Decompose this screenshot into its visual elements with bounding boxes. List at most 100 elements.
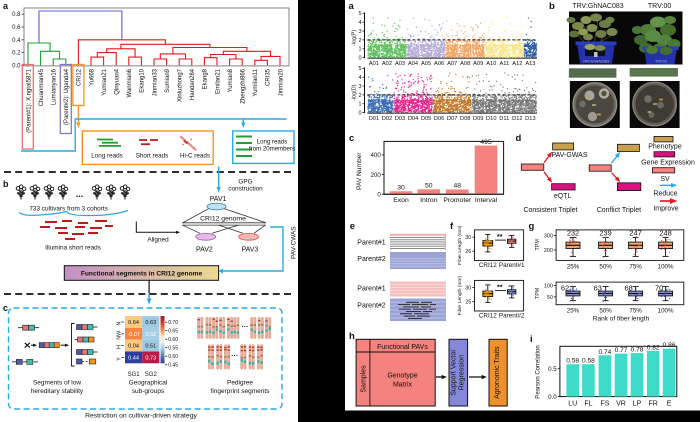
svg-text:c: c (349, 133, 354, 144)
svg-text:Qinyuan4: Qinyuan4 (115, 68, 121, 94)
svg-text:PAV-CWAS: PAV-CWAS (291, 226, 298, 259)
svg-text:A04: A04 (408, 61, 418, 67)
svg-text:Long reads: Long reads (91, 153, 123, 160)
svg-text:b: b (3, 179, 9, 189)
svg-text:Handan284: Handan284 (190, 68, 196, 100)
svg-text:5: 5 (359, 11, 362, 17)
svg-text:h: h (349, 331, 355, 342)
svg-text:A02: A02 (382, 61, 392, 67)
svg-text:1: 1 (359, 47, 362, 53)
svg-text:CRI12 genome: CRI12 genome (200, 216, 246, 223)
svg-text:Parent#1: Parent#1 (357, 240, 386, 247)
svg-text:Parent#2: Parent#2 (499, 312, 525, 319)
svg-text:0.63: 0.63 (145, 320, 156, 326)
svg-text:300: 300 (544, 234, 553, 240)
svg-text:75%: 75% (629, 263, 642, 270)
svg-text:A03: A03 (395, 61, 405, 67)
svg-text:CRI12: CRI12 (479, 262, 497, 269)
svg-text:Agronomic Traits: Agronomic Traits (494, 346, 501, 399)
svg-text:CRI35: CRI35 (266, 68, 272, 86)
svg-text:A05: A05 (421, 61, 431, 67)
svg-text:2: 2 (359, 93, 362, 99)
svg-text:Y: Y (116, 357, 122, 361)
svg-text:0.52: 0.52 (145, 332, 156, 338)
svg-text:D11: D11 (499, 116, 509, 122)
svg-text:Wanmian6: Wanmian6 (127, 68, 133, 97)
svg-text:VR: VR (616, 401, 626, 408)
svg-text:i: i (530, 334, 533, 345)
svg-text:TRV:00: TRV:00 (655, 60, 667, 64)
svg-text:(Parent#1): X.ngtai5871: (Parent#1): X.ngtai5871 (26, 68, 32, 132)
svg-text:CRI12: CRI12 (77, 68, 83, 86)
svg-text:0.2: 0.2 (12, 51, 21, 57)
svg-text:Samples: Samples (361, 365, 368, 393)
svg-text:733 cultivars from 3 cohorts: 733 cultivars from 3 cohorts (29, 206, 108, 213)
svg-text:0.55: 0.55 (168, 346, 178, 352)
svg-text:0.0: 0.0 (548, 394, 557, 401)
svg-text:4: 4 (359, 75, 362, 81)
svg-text:0.45: 0.45 (168, 363, 178, 369)
svg-text:75%: 75% (629, 308, 642, 315)
svg-text:FR: FR (649, 401, 658, 408)
svg-text:···: ··· (242, 324, 249, 331)
svg-text:D12: D12 (512, 116, 522, 122)
svg-text:239: 239 (599, 228, 611, 237)
svg-text:3: 3 (359, 84, 362, 90)
svg-text:d: d (516, 133, 522, 144)
svg-text:26: 26 (465, 249, 471, 255)
svg-text:construction: construction (228, 186, 263, 193)
svg-text:0.44: 0.44 (128, 355, 139, 361)
svg-text:Sumian9: Sumian9 (165, 68, 171, 92)
svg-text:Emilan21: Emilan21 (215, 68, 221, 94)
svg-text:Ekang8: Ekang8 (203, 68, 209, 89)
svg-text:CRI12: CRI12 (479, 312, 497, 319)
svg-text:50: 50 (547, 295, 553, 301)
svg-text:Yumian8: Yumian8 (228, 68, 234, 92)
svg-text:H: H (116, 345, 122, 349)
svg-text:D13: D13 (525, 116, 535, 122)
svg-text:Matrix: Matrix (393, 382, 413, 389)
svg-text:a: a (3, 1, 9, 11)
svg-text:PAV-GWAS: PAV-GWAS (551, 152, 587, 159)
svg-text:3: 3 (359, 29, 362, 35)
svg-text:GPG: GPG (238, 179, 252, 186)
svg-text:63: 63 (594, 283, 602, 292)
svg-text:100%: 100% (658, 263, 674, 270)
svg-text:Parent#2: Parent#2 (357, 303, 386, 310)
svg-text:hereditary stability: hereditary stability (31, 388, 84, 395)
svg-text:LU: LU (568, 401, 577, 408)
svg-text:Yumian21: Yumian21 (102, 68, 108, 95)
svg-text:0.0: 0.0 (12, 63, 21, 69)
svg-text:200: 200 (370, 172, 381, 179)
svg-text:Segments of low: Segments of low (33, 380, 81, 387)
svg-text:TPM: TPM (535, 287, 541, 299)
svg-text:0.60: 0.60 (168, 337, 178, 343)
svg-text:PAV1: PAV1 (210, 196, 227, 203)
svg-text:Genotype: Genotype (387, 373, 417, 380)
svg-text:68: 68 (624, 283, 632, 292)
svg-text:Phenotype: Phenotype (648, 144, 682, 151)
svg-text:D02: D02 (382, 116, 392, 122)
svg-text:50%: 50% (599, 263, 612, 270)
svg-text:400: 400 (370, 152, 381, 159)
svg-text:232: 232 (567, 228, 579, 237)
svg-text:30: 30 (465, 235, 471, 241)
svg-text:0.78: 0.78 (631, 347, 644, 354)
svg-text:50%: 50% (599, 308, 612, 315)
svg-text:N: N (116, 321, 122, 325)
svg-text:D04: D04 (408, 116, 418, 122)
svg-text:Ekang10: Ekang10 (140, 68, 146, 92)
svg-text:Parent#1: Parent#1 (499, 262, 525, 269)
svg-text:D09: D09 (473, 116, 483, 122)
svg-text:D08: D08 (460, 116, 470, 122)
svg-text:Regression: Regression (458, 355, 465, 391)
svg-text:0.77: 0.77 (615, 347, 628, 354)
svg-text:2: 2 (359, 38, 362, 44)
svg-text:Fiber Length (mm): Fiber Length (mm) (457, 276, 463, 316)
svg-text:c: c (3, 303, 8, 313)
svg-text:A07: A07 (447, 61, 457, 67)
svg-text:4: 4 (359, 20, 362, 26)
svg-text:NW: NW (116, 330, 122, 340)
svg-text:TRV:00: TRV:00 (648, 3, 671, 10)
svg-text:(Parent#2): Uganda4: (Parent#2): Uganda4 (64, 68, 70, 125)
